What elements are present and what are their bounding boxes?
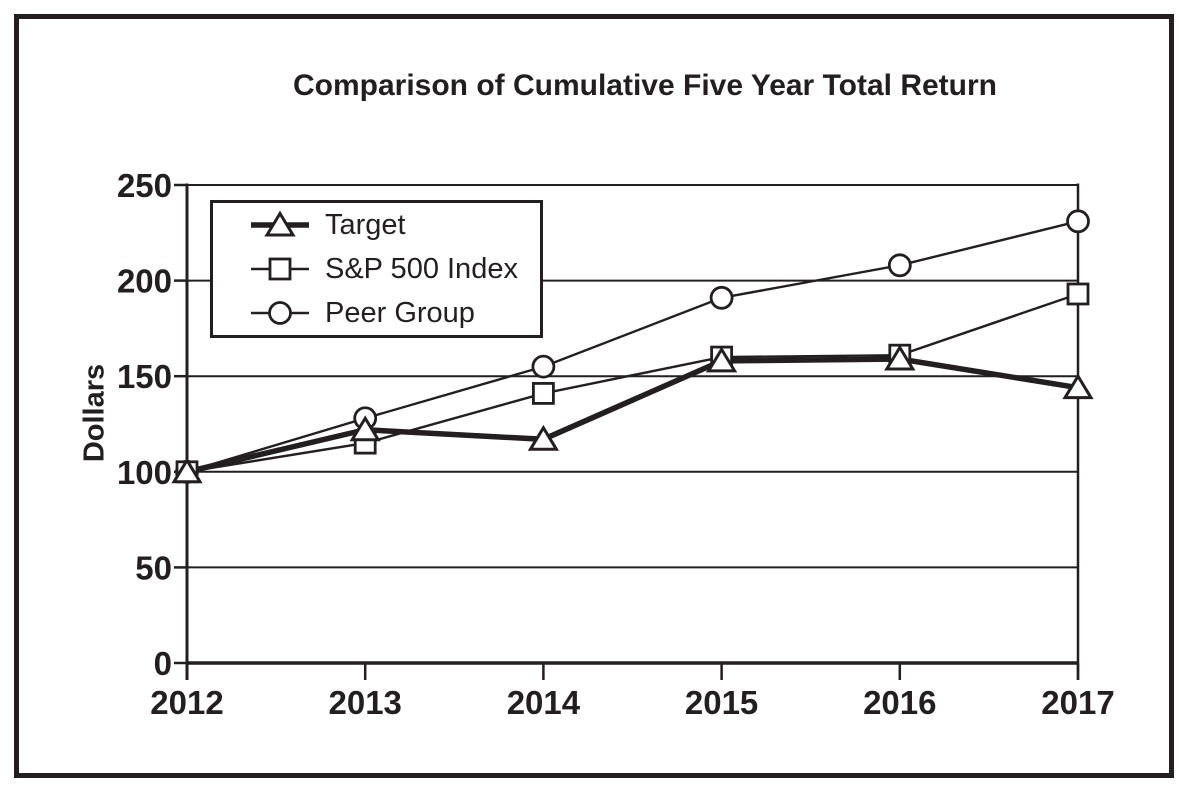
y-tick-label: 0 (154, 645, 172, 682)
x-tick-label: 2017 (1041, 684, 1114, 721)
series-line-target (186, 356, 1079, 475)
y-tick-label: 250 (117, 167, 172, 204)
y-tick-labels: 0 50 100 150 200 250 (117, 167, 172, 682)
legend: Target S&P 500 Index Peer Group (210, 200, 543, 338)
legend-item-target: Target (249, 203, 540, 247)
y-tick-label: 100 (117, 454, 172, 491)
series-markers-target (171, 344, 1094, 484)
square-marker-icon (251, 257, 309, 281)
series-line-s-p-500-index (186, 292, 1079, 473)
legend-label: Target (325, 208, 406, 241)
x-tick-label: 2015 (685, 684, 758, 721)
legend-label: Peer Group (325, 296, 475, 329)
x-tick-label: 2014 (507, 684, 581, 721)
triangle-marker-icon (251, 210, 309, 237)
legend-item-peer-group: Peer Group (249, 291, 540, 335)
y-tick-label: 150 (117, 358, 172, 395)
x-tick-label: 2016 (863, 684, 936, 721)
y-tick-label: 50 (135, 549, 172, 586)
legend-label: S&P 500 Index (325, 252, 518, 285)
legend-item-s-p-500-index: S&P 500 Index (249, 247, 540, 291)
x-tick-label: 2013 (328, 684, 401, 721)
circle-marker-icon (251, 301, 309, 325)
x-tick-label: 2012 (150, 684, 223, 721)
x-tick-labels: 2012 2013 2014 2015 2016 2017 (150, 684, 1114, 721)
series-line-peer-group (186, 220, 1079, 473)
axes (185, 183, 1080, 680)
y-tick-label: 200 (117, 263, 172, 300)
chart-title: Comparison of Cumulative Five Year Total… (292, 69, 998, 102)
